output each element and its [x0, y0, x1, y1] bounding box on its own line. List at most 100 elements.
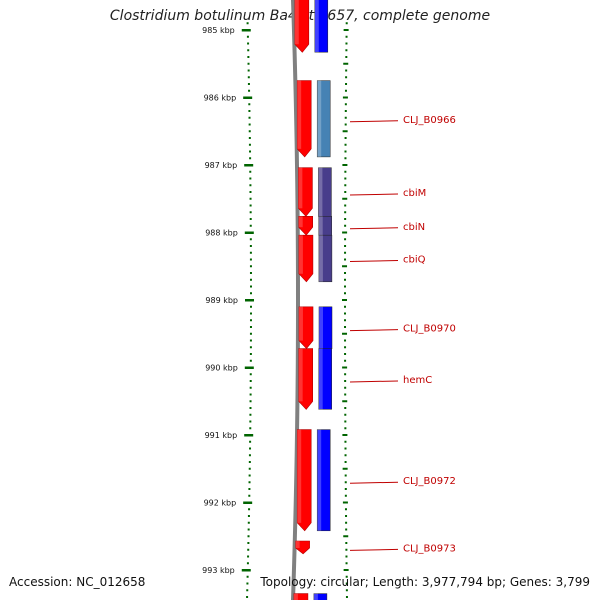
label-leader — [349, 120, 399, 123]
cds-highlight — [297, 429, 302, 523]
minor-tick — [248, 474, 251, 477]
outer-tick — [345, 69, 348, 72]
minor-tick — [248, 467, 251, 470]
cds-arrow — [296, 80, 312, 158]
outer-tick — [342, 265, 348, 268]
outer-tick — [342, 96, 348, 99]
outer-tick — [344, 245, 347, 247]
outer-tick — [344, 204, 347, 207]
outer-tick — [344, 319, 347, 322]
cds-highlight — [294, 0, 299, 45]
outer-tick — [345, 589, 348, 592]
outer-tick — [344, 251, 347, 254]
outer-tick — [345, 515, 348, 517]
outer-tick — [344, 454, 347, 457]
minor-tick — [249, 218, 252, 220]
outer-tick — [345, 548, 348, 551]
minor-tick — [246, 35, 249, 38]
cog-block — [316, 80, 331, 158]
outer-tick — [344, 407, 347, 409]
minor-tick — [249, 353, 252, 355]
cog-highlight — [314, 0, 319, 53]
major-tick — [244, 366, 254, 369]
cog-block — [316, 429, 331, 532]
outer-tick — [344, 380, 347, 382]
ruler-label: 991 kbp — [205, 431, 238, 440]
minor-tick — [249, 326, 252, 328]
ruler: 985 kbp 986 kbp 987 kbp 988 kbp 989 kbp 990 k… — [202, 26, 254, 575]
gene-label: CLJ_B0966 — [403, 115, 456, 126]
minor-tick — [249, 319, 252, 322]
minor-tick — [248, 116, 251, 119]
outer-tick — [344, 461, 347, 463]
outer-tick — [344, 494, 347, 497]
minor-tick — [249, 359, 252, 362]
minor-tick — [249, 265, 252, 268]
minor-tick — [248, 494, 251, 497]
outer-tick — [344, 373, 347, 376]
minor-tick — [249, 393, 252, 396]
outer-tick — [344, 326, 347, 328]
cds-arrow — [296, 429, 312, 532]
label-leader — [349, 548, 399, 551]
cds-highlight — [298, 348, 303, 402]
cds-arrow — [298, 306, 314, 350]
ruler-label: 988 kbp — [205, 229, 238, 238]
gene-label: CLJ_B0972 — [403, 476, 456, 487]
minor-tick — [248, 454, 251, 457]
minor-tick — [249, 258, 252, 261]
outer-tick — [344, 427, 347, 430]
ruler-label: 986 kbp — [204, 94, 237, 103]
outer-tick — [342, 501, 348, 504]
cog-highlight — [318, 216, 323, 236]
minor-tick — [247, 76, 250, 79]
outer-tick — [345, 521, 348, 524]
cds-highlight — [298, 216, 303, 228]
outer-tick — [343, 62, 349, 65]
cds-arrow — [298, 348, 314, 410]
minor-tick — [247, 515, 250, 517]
minor-tick — [249, 197, 252, 200]
outer-tick — [345, 562, 348, 565]
minor-tick — [249, 224, 252, 227]
outer-tick — [344, 143, 347, 146]
outer-tick — [342, 299, 347, 301]
minor-tick — [247, 521, 250, 524]
outer-tick — [342, 332, 348, 335]
cog-highlight — [317, 80, 322, 157]
outer-tick — [345, 596, 348, 598]
outer-tick — [342, 400, 348, 403]
cog-highlight — [317, 429, 322, 531]
outer-tick — [344, 137, 347, 139]
major-tick — [241, 569, 251, 572]
cds-arrow — [298, 167, 313, 217]
outer-tick — [344, 346, 347, 349]
outer-tick — [344, 481, 347, 484]
minor-tick — [249, 285, 252, 288]
minor-tick — [249, 407, 252, 409]
outer-tick — [345, 56, 348, 58]
label-leader — [349, 193, 399, 196]
outer-tick — [344, 353, 347, 355]
minor-tick — [249, 427, 252, 430]
minor-tick — [247, 83, 250, 85]
minor-tick — [248, 143, 251, 146]
label-leader — [349, 380, 399, 383]
minor-tick — [247, 555, 250, 558]
accession-text: Accession: NC_012658 — [9, 575, 146, 589]
outer-minor-ticks — [342, 22, 349, 598]
cds-arrow — [295, 540, 310, 555]
outer-tick — [344, 447, 347, 450]
major-tick — [244, 164, 254, 167]
cds-arrow — [298, 234, 314, 283]
outer-tick — [344, 285, 347, 288]
outer-tick — [344, 218, 347, 220]
minor-tick — [249, 278, 252, 281]
minor-tick — [248, 103, 251, 106]
outer-tick — [344, 292, 347, 295]
cog-block — [313, 593, 328, 600]
outer-tick — [344, 191, 347, 193]
minor-tick — [248, 137, 251, 139]
outer-tick — [342, 130, 348, 133]
label-leader — [349, 227, 399, 230]
